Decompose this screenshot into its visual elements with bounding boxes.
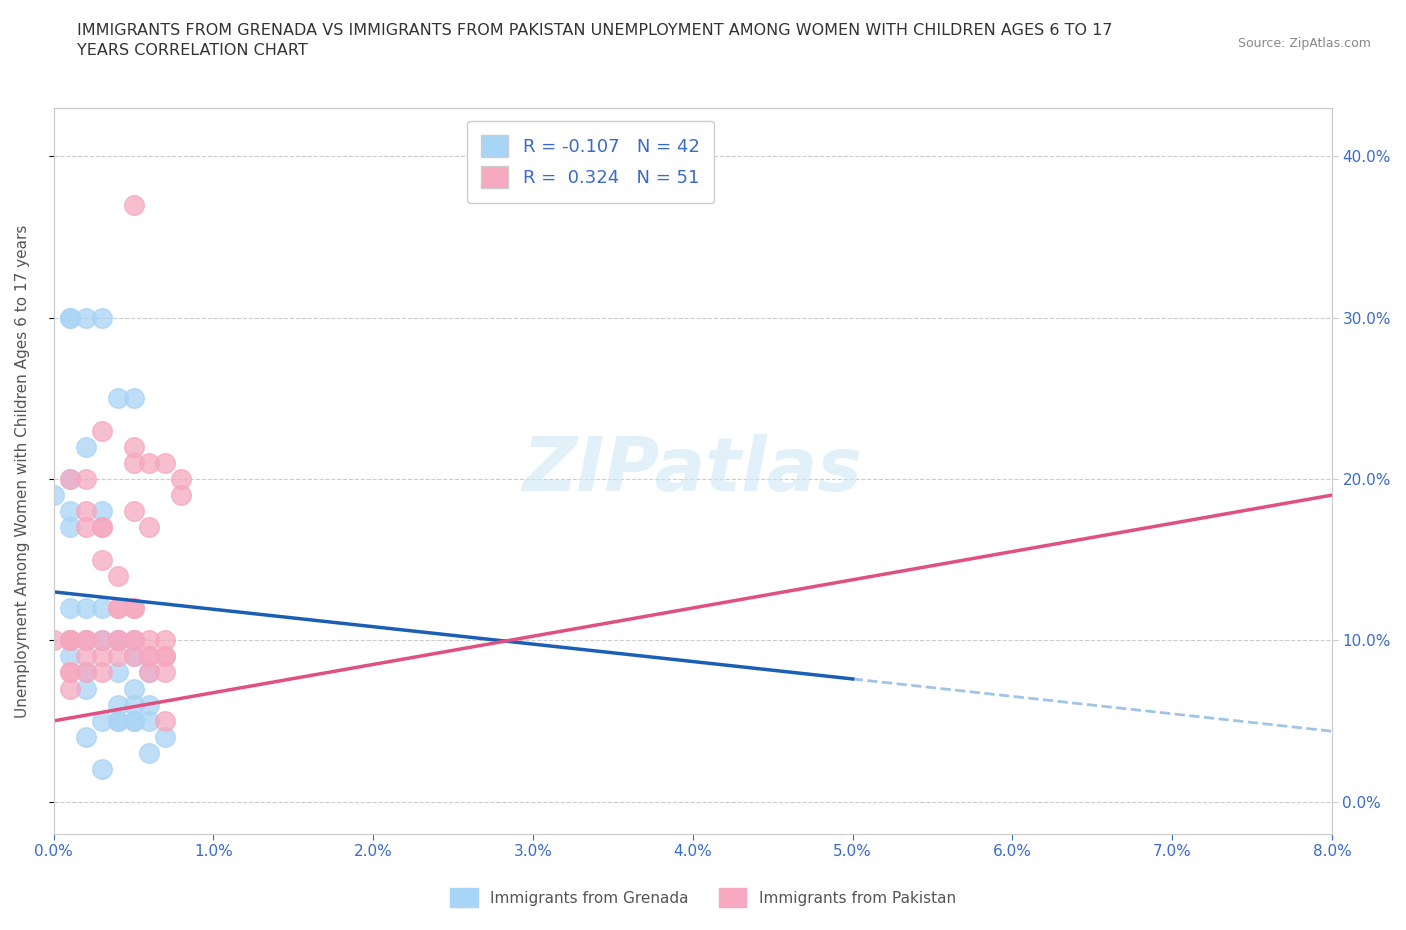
Point [107, 391, 129, 405]
Point [58, 520, 80, 535]
Point [58, 472, 80, 486]
Point [90, 552, 112, 567]
Point [170, 487, 193, 502]
Y-axis label: Unemployment Among Women with Children Ages 6 to 17 years: Unemployment Among Women with Children A… [15, 224, 30, 718]
Point [122, 649, 145, 664]
Point [138, 632, 160, 647]
Point [90, 601, 112, 616]
Point [90, 311, 112, 325]
Point [58, 665, 80, 680]
Point [58, 311, 80, 325]
Point [122, 504, 145, 519]
Point [122, 713, 145, 728]
Point [90, 762, 112, 777]
Point [122, 197, 145, 212]
Point [75, 729, 97, 744]
Point [138, 649, 160, 664]
Point [42, 632, 65, 647]
Point [90, 520, 112, 535]
Point [155, 649, 177, 664]
Point [122, 632, 145, 647]
Point [155, 713, 177, 728]
Point [75, 472, 97, 486]
Text: IMMIGRANTS FROM GRENADA VS IMMIGRANTS FROM PAKISTAN UNEMPLOYMENT AMONG WOMEN WIT: IMMIGRANTS FROM GRENADA VS IMMIGRANTS FR… [77, 23, 1112, 58]
Point [122, 681, 145, 696]
Point [75, 311, 97, 325]
Point [42, 487, 65, 502]
Point [155, 729, 177, 744]
Point [58, 649, 80, 664]
Point [107, 601, 129, 616]
Point [122, 632, 145, 647]
Point [107, 665, 129, 680]
Point [107, 632, 129, 647]
Point [138, 665, 160, 680]
Point [138, 456, 160, 471]
Point [138, 520, 160, 535]
Point [90, 649, 112, 664]
Point [138, 649, 160, 664]
Point [122, 713, 145, 728]
Point [58, 632, 80, 647]
Point [122, 391, 145, 405]
Point [90, 504, 112, 519]
Point [58, 632, 80, 647]
Point [75, 681, 97, 696]
Point [90, 520, 112, 535]
Point [155, 665, 177, 680]
Point [170, 472, 193, 486]
Point [107, 632, 129, 647]
Point [107, 713, 129, 728]
Point [75, 632, 97, 647]
Point [122, 698, 145, 712]
Point [75, 504, 97, 519]
Point [122, 439, 145, 454]
Point [107, 568, 129, 583]
Point [75, 665, 97, 680]
Point [122, 649, 145, 664]
Point [107, 632, 129, 647]
Point [138, 698, 160, 712]
Point [155, 456, 177, 471]
Point [138, 713, 160, 728]
Point [58, 665, 80, 680]
Legend: R = -0.107   N = 42, R =  0.324   N = 51: R = -0.107 N = 42, R = 0.324 N = 51 [467, 121, 714, 203]
Point [58, 632, 80, 647]
Legend: Immigrants from Grenada, Immigrants from Pakistan: Immigrants from Grenada, Immigrants from… [444, 883, 962, 913]
Point [107, 698, 129, 712]
Point [107, 713, 129, 728]
Point [58, 601, 80, 616]
Point [75, 665, 97, 680]
Point [155, 632, 177, 647]
Point [107, 632, 129, 647]
Point [90, 713, 112, 728]
Point [122, 601, 145, 616]
Point [75, 632, 97, 647]
Point [75, 439, 97, 454]
Point [122, 632, 145, 647]
Point [107, 601, 129, 616]
Point [90, 632, 112, 647]
Point [58, 504, 80, 519]
Text: Source: ZipAtlas.com: Source: ZipAtlas.com [1237, 37, 1371, 50]
Point [58, 632, 80, 647]
Point [155, 649, 177, 664]
Point [138, 746, 160, 761]
Point [58, 632, 80, 647]
Point [75, 649, 97, 664]
Text: ZIPatlas: ZIPatlas [523, 434, 863, 508]
Point [58, 472, 80, 486]
Point [90, 632, 112, 647]
Point [138, 665, 160, 680]
Point [58, 311, 80, 325]
Point [90, 423, 112, 438]
Point [122, 601, 145, 616]
Point [75, 601, 97, 616]
Point [90, 665, 112, 680]
Point [58, 681, 80, 696]
Point [107, 649, 129, 664]
Point [75, 632, 97, 647]
Point [75, 520, 97, 535]
Point [122, 456, 145, 471]
